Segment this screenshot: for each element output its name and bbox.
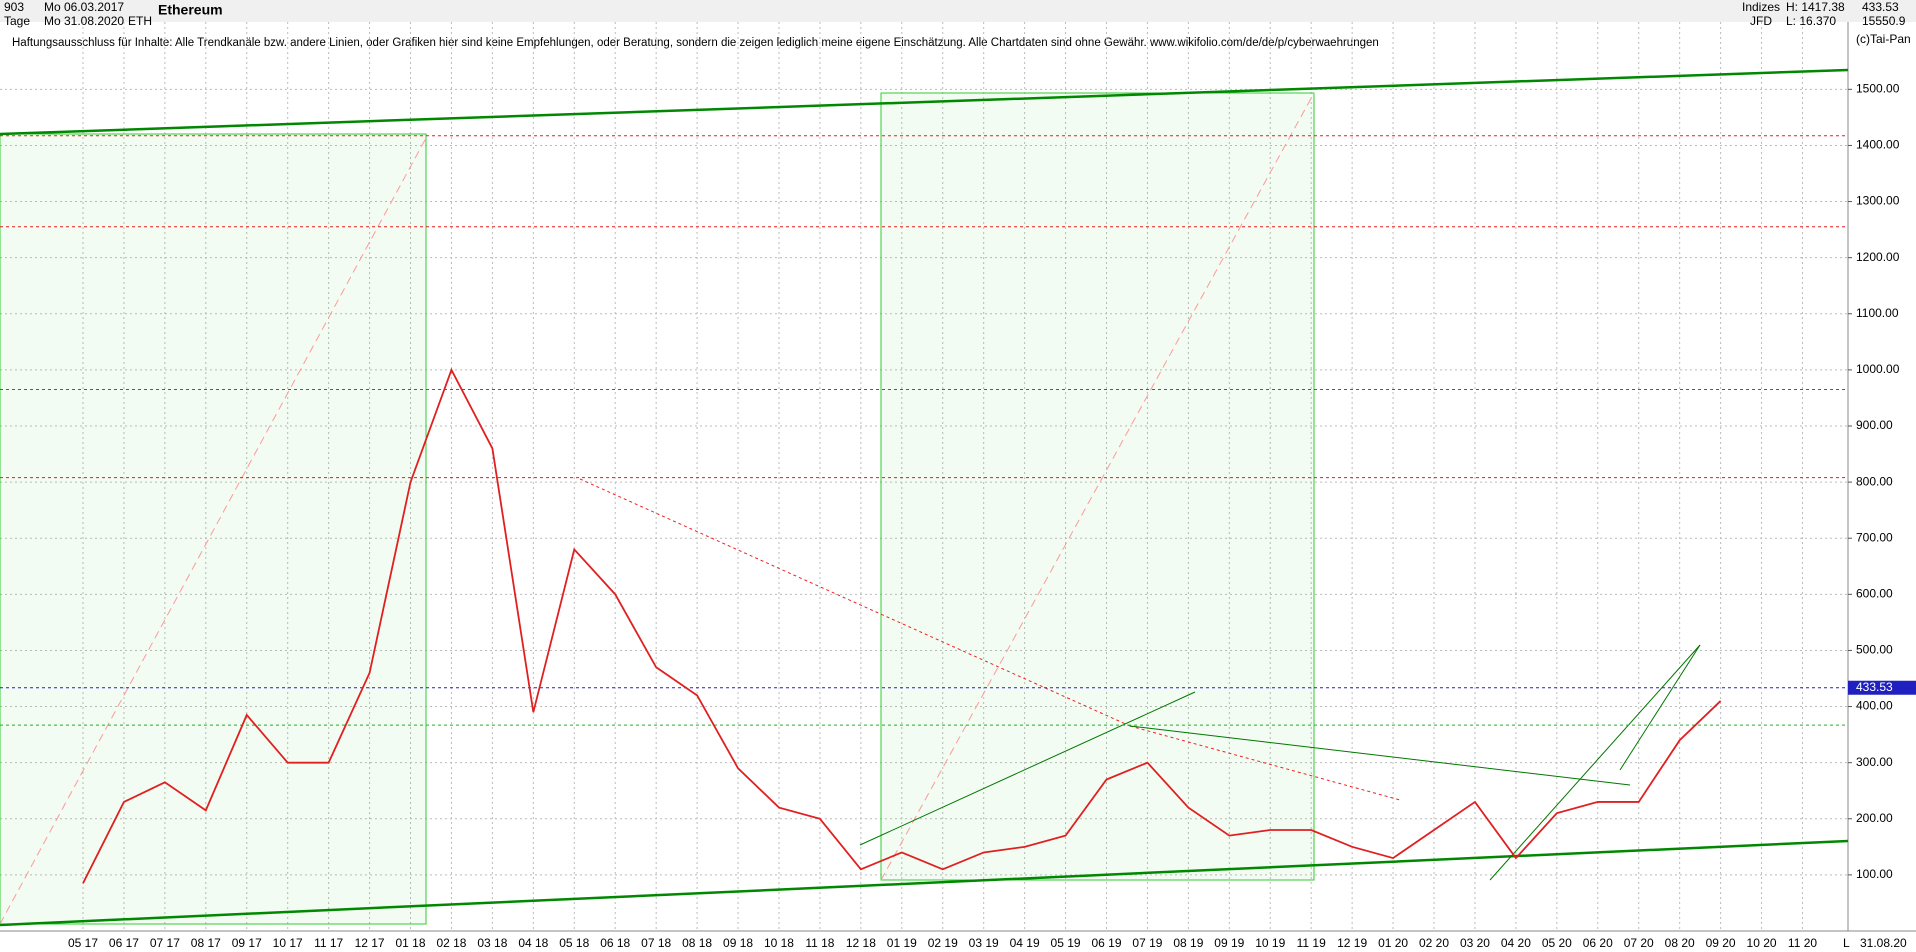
y-tick-label: 1500.00 bbox=[1856, 82, 1900, 96]
x-tick-label: 01 18 bbox=[396, 936, 426, 950]
y-tick-label: 700.00 bbox=[1856, 530, 1893, 544]
x-tick-label: 04 18 bbox=[518, 936, 548, 950]
x-tick-label: 04 19 bbox=[1010, 936, 1040, 950]
x-tick-label: 07 20 bbox=[1624, 936, 1654, 950]
x-tick-label: 03 19 bbox=[969, 936, 999, 950]
y-tick-label: 1300.00 bbox=[1856, 194, 1900, 208]
y-tick-label: 500.00 bbox=[1856, 643, 1893, 657]
x-tick-label: 02 18 bbox=[436, 936, 466, 950]
trendline bbox=[859, 691, 1196, 846]
y-tick-label: 1100.00 bbox=[1856, 306, 1899, 320]
x-tick-label: 09 18 bbox=[723, 936, 753, 950]
header-low: L: 16.370 bbox=[1786, 14, 1836, 28]
header-volume: 15550.9 bbox=[1862, 14, 1906, 28]
x-tick-label: 02 20 bbox=[1419, 936, 1449, 950]
header-source: JFD bbox=[1750, 14, 1772, 28]
disclaimer: Haftungsausschluss für Inhalte: Alle Tre… bbox=[12, 37, 1379, 49]
header-count[interactable]: 903 bbox=[4, 0, 24, 14]
x-tick-label: 09 20 bbox=[1706, 936, 1736, 950]
header-last: 433.53 bbox=[1862, 0, 1899, 14]
copyright: (c)Tai-Pan bbox=[1856, 32, 1911, 46]
x-tick-label: 12 18 bbox=[846, 936, 876, 950]
y-tick-label: 600.00 bbox=[1856, 587, 1893, 601]
header-bar bbox=[0, 0, 1916, 22]
x-tick-label: 01 20 bbox=[1378, 936, 1408, 950]
x-tick-label: 07 17 bbox=[150, 936, 180, 950]
diagonal bbox=[0, 137, 427, 925]
x-tick-label: 12 17 bbox=[355, 936, 385, 950]
trendline bbox=[1129, 725, 1631, 786]
x-tick-label: 03 20 bbox=[1460, 936, 1490, 950]
price-line bbox=[82, 367, 1722, 884]
header-interval[interactable]: Tage bbox=[4, 14, 30, 28]
x-tick-label: 11 19 bbox=[1297, 936, 1326, 950]
y-tick-label: 1200.00 bbox=[1856, 250, 1900, 264]
date-end: 31.08.20 bbox=[1860, 936, 1907, 950]
x-tick-label: 02 19 bbox=[928, 936, 958, 950]
x-tick-label: 01 19 bbox=[887, 936, 917, 950]
header-end[interactable]: Mo 31.08.2020 bbox=[44, 14, 124, 28]
x-tick-label: 07 18 bbox=[641, 936, 671, 950]
x-tick-label: 09 17 bbox=[232, 936, 262, 950]
header-start[interactable]: Mo 06.03.2017 bbox=[44, 0, 124, 14]
plot bbox=[0, 22, 1848, 931]
x-tick-label: 06 20 bbox=[1583, 936, 1613, 950]
x-tick-label: 05 17 bbox=[68, 936, 98, 950]
x-tick-label: 08 19 bbox=[1173, 936, 1203, 950]
y-tick-label: 900.00 bbox=[1856, 418, 1893, 432]
x-tick-label: 10 19 bbox=[1255, 936, 1285, 950]
x-tick-label: 09 19 bbox=[1214, 936, 1244, 950]
y-tick-label: 200.00 bbox=[1856, 811, 1893, 825]
x-tick-label: 07 19 bbox=[1132, 936, 1162, 950]
x-tick-label: 05 19 bbox=[1051, 936, 1081, 950]
x-tick-label: 05 18 bbox=[559, 936, 589, 950]
trendline bbox=[1489, 644, 1701, 881]
x-tick-label: 11 20 bbox=[1788, 936, 1817, 950]
x-tick-label: 12 19 bbox=[1337, 936, 1367, 950]
x-tick-label: 11 18 bbox=[805, 936, 834, 950]
x-tick-label: 04 20 bbox=[1501, 936, 1531, 950]
price-tag-label: 433.53 bbox=[1856, 680, 1893, 694]
y-tick-label: 800.00 bbox=[1856, 474, 1893, 488]
trendline bbox=[579, 478, 1131, 727]
x-tick-label: 10 17 bbox=[273, 936, 303, 950]
x-tick-label: 05 20 bbox=[1542, 936, 1572, 950]
header-symbol: ETH bbox=[128, 14, 152, 28]
y-tick-label: 300.00 bbox=[1856, 755, 1893, 769]
x-tick-label: 06 17 bbox=[109, 936, 139, 950]
y-tick-label: 1000.00 bbox=[1856, 362, 1900, 376]
x-tick-label: 08 20 bbox=[1665, 936, 1695, 950]
x-tick-label: 03 18 bbox=[477, 936, 507, 950]
x-tick-label: 10 20 bbox=[1747, 936, 1777, 950]
x-tick-label: 11 17 bbox=[314, 936, 343, 950]
header-name: Ethereum bbox=[158, 2, 223, 18]
x-tick-label: 08 18 bbox=[682, 936, 712, 950]
diagonal bbox=[880, 92, 1315, 881]
trendline bbox=[1619, 644, 1701, 771]
price-tag bbox=[1848, 680, 1916, 695]
trendline bbox=[1129, 725, 1401, 801]
x-tick-label: 06 18 bbox=[600, 936, 630, 950]
x-tick-label: 08 17 bbox=[191, 936, 221, 950]
x-tick-label: 10 18 bbox=[764, 936, 794, 950]
header-group: Indizes bbox=[1742, 0, 1780, 14]
scale-mode: L bbox=[1843, 936, 1850, 950]
x-tick-label: 06 19 bbox=[1091, 936, 1121, 950]
trend-channel bbox=[0, 839, 1849, 927]
y-tick-label: 400.00 bbox=[1856, 699, 1893, 713]
y-tick-label: 100.00 bbox=[1856, 867, 1893, 881]
trend-channel bbox=[0, 68, 1849, 136]
header-high: H: 1417.38 bbox=[1786, 0, 1845, 14]
y-tick-label: 1400.00 bbox=[1856, 138, 1900, 152]
